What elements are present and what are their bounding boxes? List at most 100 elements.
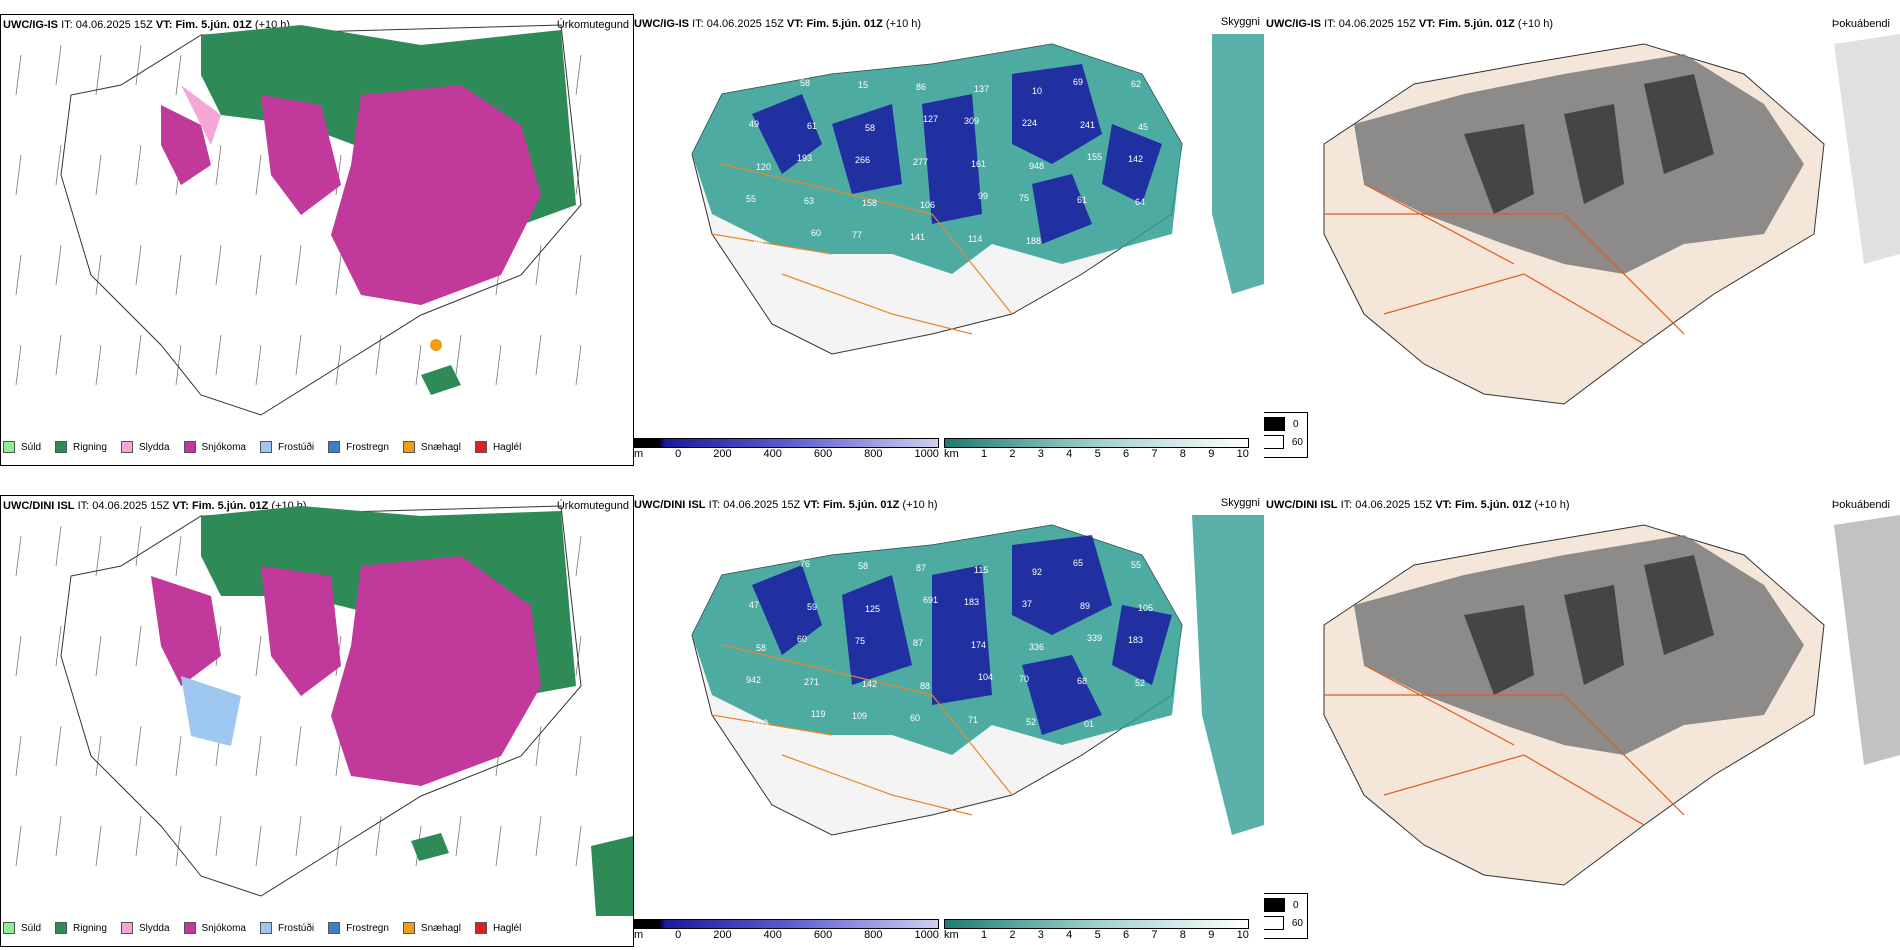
cloud-label-1: Skyggni — [1220, 16, 1260, 28]
legend-item: Frostúði — [259, 922, 314, 934]
legend-item: Snjókoma — [183, 922, 246, 934]
legend-item: Súld — [3, 922, 41, 934]
legend-swatch — [55, 441, 68, 453]
depth-number-label: 161 — [971, 159, 986, 169]
depth-number-label: 174 — [971, 640, 986, 650]
legend-item: Frostúði — [259, 441, 314, 453]
legend-swatch — [55, 922, 68, 934]
fog-panel-2: UWC/DINI ISL IT: 04.06.2025 15Z VT: Fim.… — [1264, 495, 1900, 945]
depth-number-label: 309 — [964, 116, 979, 126]
legend-swatch — [474, 441, 487, 453]
depth-number-label: 127 — [923, 114, 938, 124]
depth-number-label: 64 — [1135, 197, 1145, 207]
depth-number-label: 47 — [749, 600, 759, 610]
depth-number-label: 86 — [916, 82, 926, 92]
depth-number-label: 55 — [746, 194, 756, 204]
depth-number-label: 104 — [978, 672, 993, 682]
depth-number-label: 65 — [1073, 558, 1083, 568]
depth-number-label: 183 — [1128, 635, 1143, 645]
legend-item: Slydda — [120, 922, 170, 934]
depth-number-label: 77 — [852, 230, 862, 240]
depth-number-label: 87 — [916, 563, 926, 573]
depth-number-label: 96 — [742, 76, 752, 86]
depth-tick: 600 — [813, 448, 833, 460]
depth-colorbar-2: m 0 200 400 600 800 1000 — [634, 919, 939, 941]
depth-number-label: 224 — [1022, 118, 1037, 128]
depth-number-label: 948 — [1029, 161, 1044, 171]
legend-swatch — [120, 441, 133, 453]
depth-number-label: 88 — [920, 681, 930, 691]
vis-colorbar-ticks: km 1 2 3 4 5 6 7 8 9 10 — [944, 448, 1249, 460]
legend-item: Súld — [3, 441, 41, 453]
cloud-panel-1: UWC/IG-IS IT: 04.06.2025 15Z VT: Fim. 5.… — [632, 14, 1264, 464]
depth-number-label: 49 — [749, 119, 759, 129]
depth-number-label: 52 — [1026, 717, 1036, 727]
depth-unit: m — [634, 448, 644, 460]
depth-number-label: 62 — [1131, 79, 1141, 89]
legend-swatch — [402, 441, 415, 453]
depth-number-label: 99 — [978, 191, 988, 201]
precip-label-2: Úrkomutegund — [556, 500, 629, 512]
depth-number-label: 37 — [1022, 599, 1032, 609]
cloud-map-2: 72 76 58 87 115 92 65 55 47 59 125 691 183 37 89 105 58 6… — [691, 515, 1264, 836]
cloud-title-1: UWC/IG-IS IT: 04.06.2025 15Z VT: Fim. 5.… — [634, 18, 922, 30]
depth-number-label: 60 — [797, 634, 807, 644]
precip-panel-2: UWC/DINI ISL IT: 04.06.2025 15Z VT: Fim.… — [0, 495, 634, 947]
depth-number-label: 55 — [1131, 560, 1141, 570]
cloud-label-2: Skyggni — [1220, 497, 1260, 509]
depth-number-label: 336 — [1029, 642, 1044, 652]
legend-swatch — [3, 441, 15, 453]
cloud-title-2: UWC/DINI ISL IT: 04.06.2025 15Z VT: Fim.… — [634, 499, 938, 511]
cloud-panel-2: UWC/DINI ISL IT: 04.06.2025 15Z VT: Fim.… — [632, 495, 1264, 945]
depth-number-label: 58 — [800, 78, 810, 88]
depth-number-label: 115 — [974, 565, 988, 575]
depth-number-label: 72 — [742, 557, 752, 567]
depth-number-label: 188 — [1026, 236, 1041, 246]
legend-item: Snæhagl — [402, 922, 461, 934]
legend-item: Slydda — [120, 441, 170, 453]
legend-item: Haglél — [474, 441, 521, 453]
depth-number-label: 241 — [1080, 120, 1095, 130]
legend-item: Frostregn — [328, 441, 389, 453]
depth-number-label: 105 — [1138, 603, 1153, 613]
fog-title-2: UWC/DINI ISL IT: 04.06.2025 15Z VT: Fim.… — [1266, 499, 1570, 511]
legend-swatch — [183, 922, 196, 934]
depth-number-label: 141 — [910, 232, 925, 242]
depth-number-label: 339 — [1087, 633, 1102, 643]
fog-map-1 — [1323, 34, 1900, 405]
depth-tick: 1000 — [914, 448, 939, 460]
legend-item: Snæhagl — [402, 441, 461, 453]
depth-number-label: 109 — [852, 711, 867, 721]
depth-number-label: 58 — [756, 643, 766, 653]
depth-number-label: 120 — [756, 162, 771, 172]
depth-number-label: 63 — [804, 196, 814, 206]
legend-swatch — [474, 922, 487, 934]
legend-swatch — [328, 922, 341, 934]
depth-number-label: 266 — [855, 155, 870, 165]
depth-number-label: 142 — [1128, 154, 1143, 164]
depth-number-label: 277 — [913, 157, 928, 167]
depth-number-label: 125 — [865, 604, 880, 614]
precip-legend-1: Súld Rigning Slydda Snjókoma Frostúði Fr… — [3, 439, 535, 455]
depth-number-label: 10 — [1032, 86, 1042, 96]
legend-swatch — [259, 441, 272, 453]
depth-number-label: 271 — [804, 677, 819, 687]
vis-colorbar-2: km 1 2 3 4 5 6 7 8 9 10 — [944, 919, 1249, 941]
depth-number-label: 942 — [746, 675, 761, 685]
depth-tick: 800 — [864, 448, 883, 460]
legend-swatch — [402, 922, 415, 934]
legend-swatch — [120, 922, 133, 934]
depth-colorbar-ticks: m 0 200 400 600 800 1000 — [634, 448, 939, 460]
depth-number-label: 137 — [974, 84, 989, 94]
legend-swatch — [183, 441, 196, 453]
depth-colorbar-ticks: m 0 200 400 600 800 1000 — [634, 929, 939, 941]
precip-legend-2: Súld Rigning Slydda Snjókoma Frostúði Fr… — [3, 920, 535, 936]
precip-map-2 — [15, 505, 633, 916]
depth-number-label: 61 — [807, 121, 817, 131]
legend-swatch — [3, 922, 15, 934]
legend-item: Haglél — [474, 922, 521, 934]
fog-label-2: Þokuábendi — [1831, 499, 1890, 511]
depth-number-label: 119 — [811, 709, 825, 719]
fog-title-1: UWC/IG-IS IT: 04.06.2025 15Z VT: Fim. 5.… — [1266, 18, 1554, 30]
depth-number-label: 103 — [753, 718, 768, 728]
